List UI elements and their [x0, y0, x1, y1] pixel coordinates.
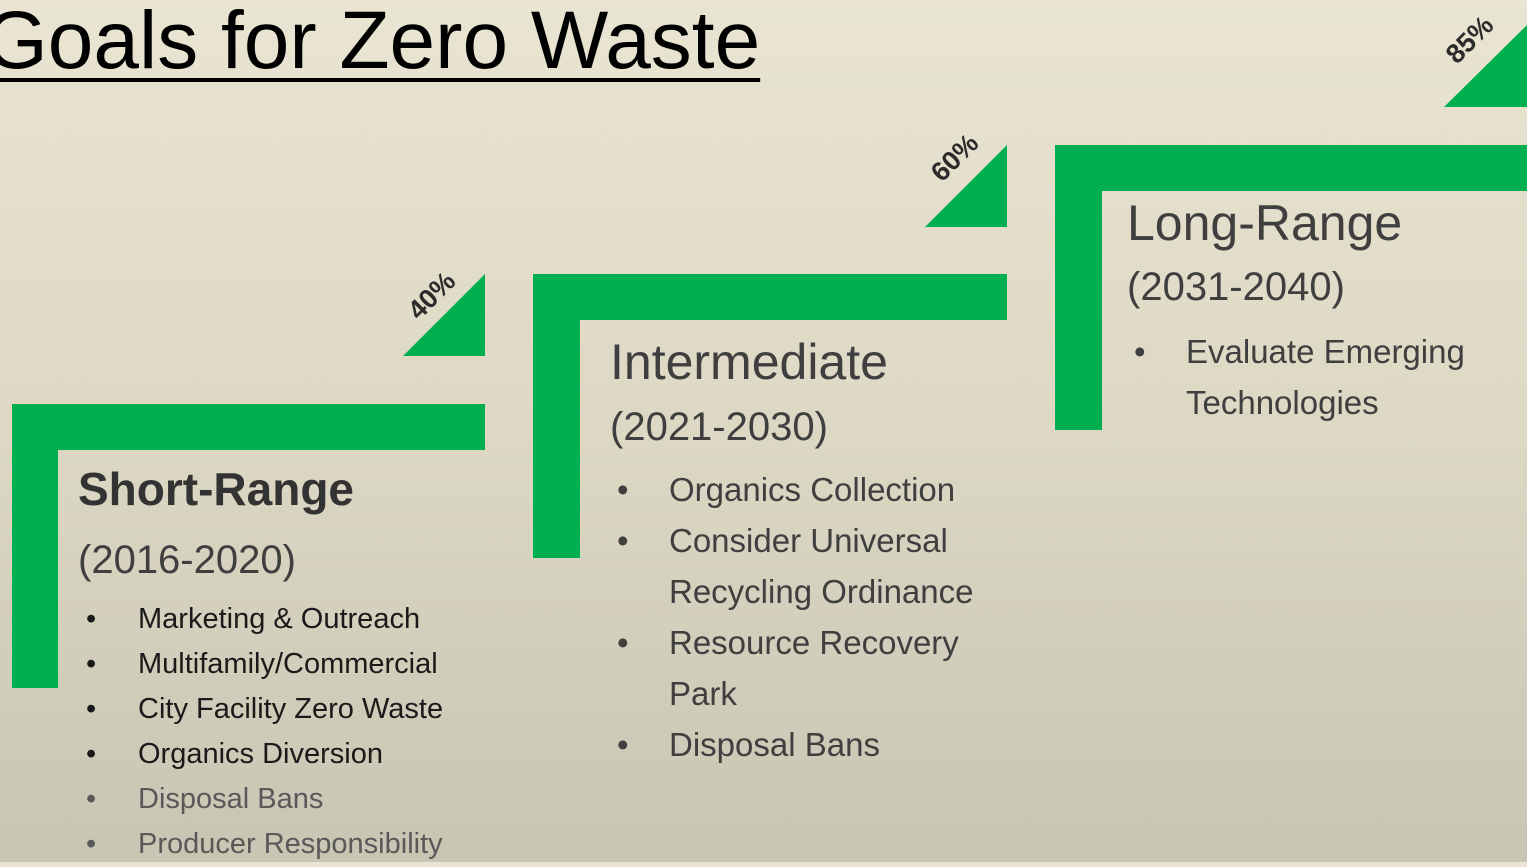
item-list: Organics Collection Consider Universal R…: [617, 464, 1014, 770]
item: Disposal Bans: [617, 719, 1014, 770]
stage-name: Intermediate: [610, 334, 888, 390]
item: Resource Recovery Park: [617, 617, 1014, 719]
step-2: [533, 274, 1007, 558]
step-1: [12, 404, 485, 688]
stage-years: (2016-2020): [78, 538, 296, 582]
goal-triangle: [1444, 25, 1527, 107]
stage-years: (2031-2040): [1127, 265, 1345, 309]
item: Producer Responsibility: [86, 822, 528, 867]
item: Marketing & Outreach: [86, 597, 528, 642]
item-list: Evaluate Emerging Technologies: [1134, 326, 1521, 428]
goal-triangle: [925, 145, 1007, 227]
stage-years: (2021-2030): [610, 405, 828, 449]
stage-name: Short-Range: [78, 463, 354, 515]
item: Evaluate Emerging Technologies: [1134, 326, 1521, 428]
step-3: [1055, 145, 1527, 430]
item-list: Marketing & Outreach Multifamily/Commerc…: [86, 597, 528, 867]
item: Organics Collection: [617, 464, 1014, 515]
stage-name: Long-Range: [1127, 195, 1403, 251]
goal-triangle: [403, 274, 485, 356]
item: Multifamily/Commercial: [86, 642, 528, 687]
goal-label: 85%: [1440, 10, 1499, 69]
item: Consider Universal Recycling Ordinance: [617, 515, 1014, 617]
title: Goals for Zero Waste: [0, 0, 761, 86]
item: Disposal Bans: [86, 777, 528, 822]
item: Organics Diversion: [86, 732, 528, 777]
item: City Facility Zero Waste: [86, 687, 528, 732]
